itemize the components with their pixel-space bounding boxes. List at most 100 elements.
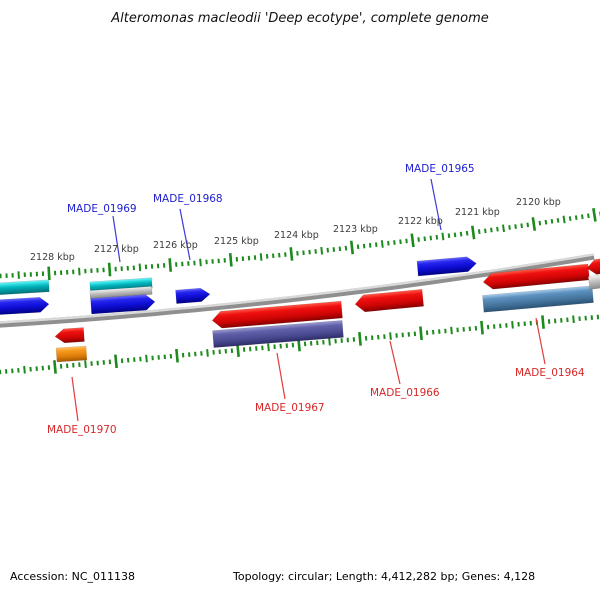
ruler-tick-top bbox=[102, 267, 105, 273]
ruler-tick-top bbox=[344, 245, 348, 251]
ruler-tick-bottom bbox=[218, 349, 221, 355]
ruler-tick-bottom bbox=[566, 317, 569, 323]
ruler-tick-top bbox=[199, 258, 202, 267]
ruler-tick-top bbox=[107, 262, 112, 277]
ruler-tick-bottom bbox=[413, 331, 417, 337]
ruler-tick-top bbox=[332, 247, 336, 252]
ruler-tick-top bbox=[96, 268, 99, 273]
gene-arrow-forward-1 bbox=[0, 296, 50, 316]
ruler-tick-bottom bbox=[72, 362, 75, 368]
ruler-tick-top bbox=[156, 263, 160, 269]
ruler-tick-top bbox=[5, 273, 8, 278]
ruler-tick-top bbox=[53, 270, 57, 276]
ruler-tick-bottom bbox=[517, 321, 520, 327]
ruler-tick-bottom bbox=[590, 315, 594, 320]
ruler-tick-top bbox=[362, 243, 366, 249]
ruler-tick-top bbox=[66, 269, 69, 275]
ruler-tick-top bbox=[544, 219, 548, 225]
ruler-tick-bottom bbox=[462, 327, 465, 332]
ruler-tick-bottom bbox=[346, 337, 350, 343]
gene-label-MADE_01970: MADE_01970 bbox=[47, 424, 117, 436]
ruler-tick-top bbox=[471, 225, 476, 240]
ruler-tick-bottom bbox=[175, 348, 179, 363]
ruler-tick-bottom bbox=[358, 332, 362, 346]
genome-backbone bbox=[0, 253, 595, 328]
gene-arrow-reverse-13 bbox=[482, 285, 594, 313]
ruler-tick-bottom bbox=[529, 320, 533, 326]
ruler-tick-top bbox=[568, 216, 572, 221]
ruler-tick-bottom bbox=[17, 367, 20, 373]
ruler-tick-bottom bbox=[596, 314, 600, 320]
ruler-tick-bottom bbox=[297, 337, 301, 352]
ruler-tick-bottom bbox=[486, 324, 490, 330]
ruler-tick-top bbox=[556, 218, 560, 223]
ruler-tick-top bbox=[162, 263, 166, 268]
ruler-tick-top bbox=[320, 246, 324, 255]
ruler-tick-bottom bbox=[352, 337, 356, 342]
ruler-tick-top bbox=[78, 267, 81, 276]
ruler-tick-bottom bbox=[163, 354, 167, 360]
ruler-tick-bottom bbox=[316, 340, 319, 346]
ruler-tick-bottom bbox=[212, 350, 215, 355]
ruler-label-2124-kbp: 2124 kbp bbox=[274, 230, 319, 241]
ruler-tick-top bbox=[90, 268, 93, 274]
ruler-tick-bottom bbox=[377, 334, 380, 340]
ruler-tick-top bbox=[490, 227, 493, 233]
ruler-tick-top bbox=[247, 255, 251, 261]
ruler-tick-bottom bbox=[200, 351, 203, 356]
ruler-tick-bottom bbox=[334, 338, 337, 344]
ruler-tick-bottom bbox=[78, 362, 81, 368]
ruler-tick-bottom bbox=[499, 323, 502, 329]
ruler-tick-top bbox=[193, 260, 196, 266]
ruler-tick-top bbox=[574, 215, 578, 221]
ruler-tick-top bbox=[514, 224, 517, 229]
ruler-tick-bottom bbox=[419, 326, 423, 341]
ruler-tick-bottom bbox=[230, 348, 234, 353]
ruler-tick-bottom bbox=[169, 353, 173, 359]
ruler-tick-bottom bbox=[194, 351, 197, 357]
ruler-tick-bottom bbox=[572, 315, 575, 324]
ruler-tick-bottom bbox=[444, 328, 447, 334]
ruler-tick-bottom bbox=[242, 347, 246, 352]
ruler-tick-top bbox=[526, 222, 530, 228]
ruler-tick-bottom bbox=[255, 346, 258, 351]
ruler-tick-bottom bbox=[139, 356, 142, 362]
ruler-label-2127-kbp: 2127 kbp bbox=[94, 244, 139, 255]
ruler-tick-bottom bbox=[23, 365, 26, 374]
ruler-tick-bottom bbox=[328, 337, 331, 346]
ruler-tick-bottom bbox=[560, 318, 563, 323]
ruler-tick-top bbox=[496, 226, 499, 232]
ruler-tick-top bbox=[72, 269, 75, 275]
ruler-tick-top bbox=[84, 268, 87, 274]
ruler-tick-top bbox=[296, 251, 299, 256]
gene-label-MADE_01969: MADE_01969 bbox=[67, 203, 137, 215]
ruler-tick-bottom bbox=[547, 319, 551, 324]
ruler-tick-top bbox=[175, 262, 178, 267]
genome-backbone-highlight bbox=[0, 253, 595, 324]
ruler-tick-top bbox=[187, 261, 190, 266]
gene-arrow-forward-0 bbox=[0, 279, 50, 296]
ruler-tick-bottom bbox=[450, 326, 453, 335]
ruler-tick-top bbox=[441, 232, 445, 241]
gene-arrow-forward-3 bbox=[89, 286, 153, 299]
ruler-tick-top bbox=[132, 265, 136, 271]
ruler-tick-bottom bbox=[438, 329, 441, 334]
ruler-tick-top bbox=[550, 218, 554, 224]
accession-text: Accession: NC_011138 bbox=[10, 570, 136, 583]
leader-line-MADE_01970 bbox=[71, 376, 79, 422]
ruler-tick-bottom bbox=[84, 360, 87, 368]
ruler-tick-top bbox=[0, 273, 2, 279]
ruler-tick-bottom bbox=[59, 364, 63, 369]
ruler-tick-bottom bbox=[431, 329, 435, 335]
ruler-tick-bottom bbox=[395, 333, 398, 338]
ruler-tick-top bbox=[47, 266, 51, 281]
ruler-tick-bottom bbox=[383, 334, 386, 339]
ruler-tick-top bbox=[41, 271, 45, 277]
ruler-tick-bottom bbox=[267, 343, 270, 352]
ruler-tick-bottom bbox=[285, 343, 289, 348]
ruler-tick-top bbox=[435, 234, 439, 240]
ruler-tick-top bbox=[168, 258, 173, 272]
ruler-tick-top bbox=[580, 214, 584, 220]
leader-line-MADE_01966 bbox=[389, 340, 401, 385]
